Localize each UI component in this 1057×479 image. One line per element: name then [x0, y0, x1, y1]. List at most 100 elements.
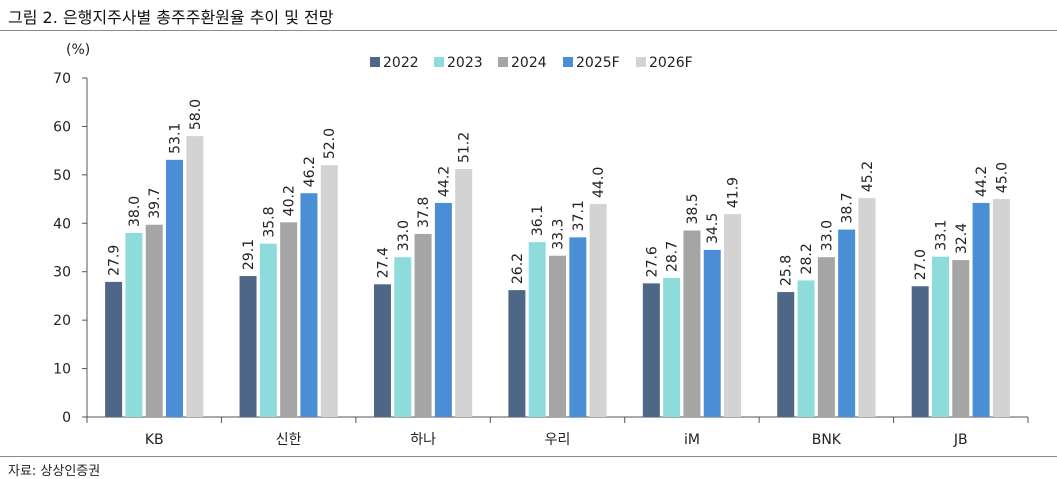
x-tick-label: 신한 — [276, 432, 302, 448]
y-tick-label: 40 — [53, 216, 71, 232]
data-label: 32.4 — [954, 223, 970, 254]
bar — [145, 224, 163, 417]
bar — [777, 292, 795, 417]
bar — [797, 280, 815, 417]
data-label: 33.3 — [551, 219, 567, 250]
source-note: 자료: 상상인증권 — [8, 464, 101, 479]
data-label: 38.0 — [127, 196, 143, 227]
bar — [724, 214, 742, 417]
bar — [952, 260, 970, 417]
data-label: 27.0 — [913, 249, 929, 280]
bar-chart: 0 10 20 30 40 50 60 70 (%) 27.9 38.0 39.7 53.158.0 KB… — [53, 42, 1029, 448]
data-label: 33.0 — [396, 220, 412, 251]
bar — [373, 284, 391, 417]
y-tick-label: 30 — [53, 265, 71, 281]
data-label: 51.2 — [457, 132, 473, 163]
data-label: 41.9 — [726, 177, 742, 208]
data-label: 25.8 — [779, 255, 795, 286]
bar — [166, 159, 184, 417]
data-label: 52.0 — [322, 128, 338, 159]
bar — [817, 257, 835, 417]
data-label: 36.1 — [530, 205, 546, 236]
bar — [992, 199, 1010, 417]
bar — [683, 230, 701, 417]
data-label: 27.9 — [107, 245, 123, 276]
data-label: 35.8 — [261, 206, 277, 237]
bar — [394, 257, 412, 417]
legend-label: 2023 — [447, 55, 483, 71]
bar — [528, 242, 546, 417]
y-tick-label: 50 — [53, 168, 71, 184]
title-divider — [0, 30, 1057, 31]
bar — [858, 198, 876, 417]
legend-swatch — [434, 57, 444, 67]
legend-label: 2025F — [576, 55, 620, 71]
bar — [838, 229, 856, 417]
data-label: 40.2 — [282, 185, 298, 216]
figure-title: 그림 2. 은행지주사별 총주주환원율 추이 및 전망 — [8, 8, 334, 27]
bar — [642, 283, 660, 417]
y-tick-label: 10 — [53, 362, 71, 378]
x-tick-label: 하나 — [410, 432, 436, 448]
data-label: 44.0 — [591, 167, 607, 198]
data-label: 26.2 — [510, 253, 526, 284]
data-label: 29.1 — [241, 239, 257, 270]
data-label: 39.7 — [147, 188, 163, 219]
data-label: 45.0 — [994, 162, 1010, 193]
legend-label: 2024 — [511, 55, 547, 71]
x-tick-label: 우리 — [545, 432, 571, 448]
data-label: 37.1 — [571, 200, 587, 231]
bar — [414, 233, 432, 417]
bar — [320, 165, 338, 417]
bar — [455, 169, 473, 417]
data-label: 53.1 — [168, 123, 184, 154]
legend-swatch — [370, 57, 380, 67]
x-tick-label: KB — [145, 432, 164, 448]
data-label: 27.6 — [644, 246, 660, 277]
bar — [703, 249, 721, 417]
data-label: 44.2 — [436, 166, 452, 197]
data-label: 28.7 — [665, 241, 681, 272]
bar — [186, 136, 204, 417]
bar — [931, 256, 949, 417]
data-label: 34.5 — [705, 213, 721, 244]
bar — [549, 255, 566, 417]
legend-swatch — [498, 57, 508, 67]
data-label: 38.5 — [685, 193, 701, 224]
legend-label: 2022 — [383, 55, 419, 71]
bar — [589, 203, 607, 417]
data-label: 33.0 — [819, 220, 835, 251]
legend-swatch — [563, 57, 573, 67]
data-label: 28.2 — [799, 243, 815, 274]
legend-label: 2026F — [649, 55, 693, 71]
bar — [911, 286, 929, 417]
data-label: 37.8 — [416, 197, 432, 228]
y-tick-label: 0 — [62, 410, 71, 426]
data-label: 38.7 — [840, 192, 856, 223]
data-label: 33.1 — [933, 220, 949, 251]
bar — [280, 222, 298, 417]
data-label: 45.2 — [860, 161, 876, 192]
bar — [972, 202, 990, 417]
bar — [569, 237, 587, 417]
y-tick-label: 70 — [53, 71, 71, 87]
y-tick-label: 60 — [53, 119, 71, 135]
x-tick-label: iM — [684, 432, 700, 448]
bar — [125, 232, 143, 417]
data-label: 46.2 — [302, 156, 318, 187]
legend-swatch — [636, 57, 646, 67]
bar — [434, 202, 452, 417]
bar — [239, 276, 257, 417]
data-label: 58.0 — [188, 99, 204, 130]
footer-divider — [0, 456, 1057, 457]
bar — [259, 243, 277, 417]
bar — [105, 281, 123, 417]
x-tick-label: BNK — [812, 432, 842, 448]
y-unit-label: (%) — [66, 42, 90, 58]
bar — [508, 290, 526, 417]
data-label: 44.2 — [974, 166, 990, 197]
x-tick-label: JB — [953, 432, 968, 448]
bar — [300, 193, 318, 417]
y-tick-label: 20 — [53, 313, 71, 329]
data-label: 27.4 — [375, 247, 391, 278]
